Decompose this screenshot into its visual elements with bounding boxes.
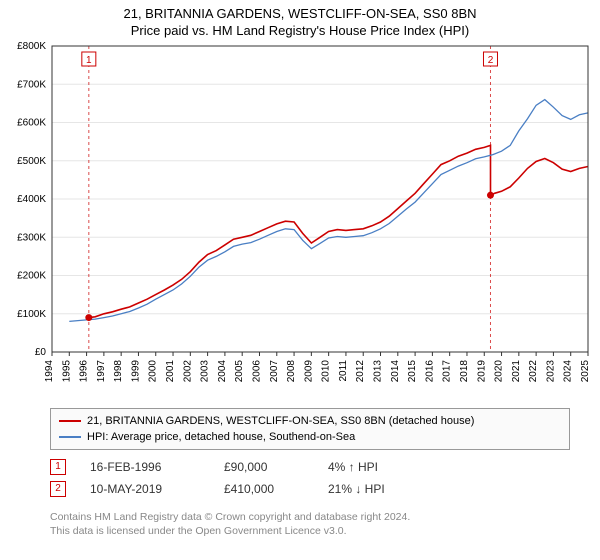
svg-text:2024: 2024 [563,360,574,383]
svg-text:1998: 1998 [113,360,124,383]
svg-text:1996: 1996 [79,360,90,383]
sale-badge-2: 2 [50,481,66,497]
svg-text:1995: 1995 [61,360,72,383]
svg-text:£400K: £400K [17,194,46,205]
svg-text:2: 2 [488,55,494,66]
svg-text:£100K: £100K [17,309,46,320]
legend-row: HPI: Average price, detached house, Sout… [59,429,561,445]
svg-text:2019: 2019 [476,360,487,383]
sale-row: 2 10-MAY-2019 £410,000 21% ↓ HPI [50,478,570,500]
sale-badge-1: 1 [50,459,66,475]
svg-text:£200K: £200K [17,271,46,282]
sale-price: £410,000 [224,482,304,496]
legend-label-hpi: HPI: Average price, detached house, Sout… [87,431,355,443]
sale-price: £90,000 [224,460,304,474]
svg-text:£300K: £300K [17,232,46,243]
svg-text:2021: 2021 [511,360,522,383]
svg-text:2001: 2001 [165,360,176,383]
svg-text:2007: 2007 [269,360,280,383]
svg-text:£500K: £500K [17,156,46,167]
sale-date: 16-FEB-1996 [90,460,200,474]
svg-text:2000: 2000 [148,360,159,383]
svg-text:2013: 2013 [373,360,384,383]
footer: Contains HM Land Registry data © Crown c… [50,510,570,538]
footer-line-1: Contains HM Land Registry data © Crown c… [50,510,570,524]
title-main: 21, BRITANNIA GARDENS, WESTCLIFF-ON-SEA,… [0,6,600,21]
title-block: 21, BRITANNIA GARDENS, WESTCLIFF-ON-SEA,… [0,0,600,38]
svg-text:2022: 2022 [528,360,539,383]
sale-pct: 4% ↑ HPI [328,460,428,474]
title-sub: Price paid vs. HM Land Registry's House … [0,23,600,38]
legend-swatch-hpi [59,436,81,438]
sale-date: 10-MAY-2019 [90,482,200,496]
svg-text:£800K: £800K [17,41,46,52]
sale-row: 1 16-FEB-1996 £90,000 4% ↑ HPI [50,456,570,478]
figure-root: 21, BRITANNIA GARDENS, WESTCLIFF-ON-SEA,… [0,0,600,538]
svg-text:2009: 2009 [303,360,314,383]
svg-text:1997: 1997 [96,360,107,383]
svg-text:2011: 2011 [338,360,349,382]
svg-text:1: 1 [86,55,92,66]
svg-text:2012: 2012 [355,360,366,383]
svg-text:2010: 2010 [321,360,332,383]
legend-label-property: 21, BRITANNIA GARDENS, WESTCLIFF-ON-SEA,… [87,415,474,427]
svg-text:2004: 2004 [217,360,228,383]
svg-text:2015: 2015 [407,360,418,383]
legend: 21, BRITANNIA GARDENS, WESTCLIFF-ON-SEA,… [50,408,570,450]
legend-swatch-property [59,420,81,422]
chart-area: £0 £100K £200K £300K £400K £500K £600K £700K £80… [0,38,600,398]
footer-line-2: This data is licensed under the Open Gov… [50,524,570,538]
svg-text:2017: 2017 [442,360,453,383]
svg-text:2025: 2025 [580,360,591,383]
svg-text:2005: 2005 [234,360,245,383]
svg-text:1999: 1999 [130,360,141,383]
svg-text:2006: 2006 [251,360,262,383]
legend-row: 21, BRITANNIA GARDENS, WESTCLIFF-ON-SEA,… [59,413,561,429]
svg-text:2023: 2023 [545,360,556,383]
svg-text:2002: 2002 [182,360,193,383]
svg-text:£700K: £700K [17,79,46,90]
svg-text:2016: 2016 [424,360,435,383]
svg-text:2003: 2003 [200,360,211,383]
svg-text:2020: 2020 [494,360,505,383]
sale-markers-table: 1 16-FEB-1996 £90,000 4% ↑ HPI 2 10-MAY-… [50,456,570,500]
svg-text:£0: £0 [35,347,47,358]
svg-text:2008: 2008 [286,360,297,383]
svg-text:£600K: £600K [17,118,46,129]
svg-text:1994: 1994 [44,360,55,383]
chart-svg: £0 £100K £200K £300K £400K £500K £600K £700K £80… [0,38,600,398]
svg-text:2014: 2014 [390,360,401,383]
svg-text:2018: 2018 [459,360,470,383]
sale-pct: 21% ↓ HPI [328,482,428,496]
